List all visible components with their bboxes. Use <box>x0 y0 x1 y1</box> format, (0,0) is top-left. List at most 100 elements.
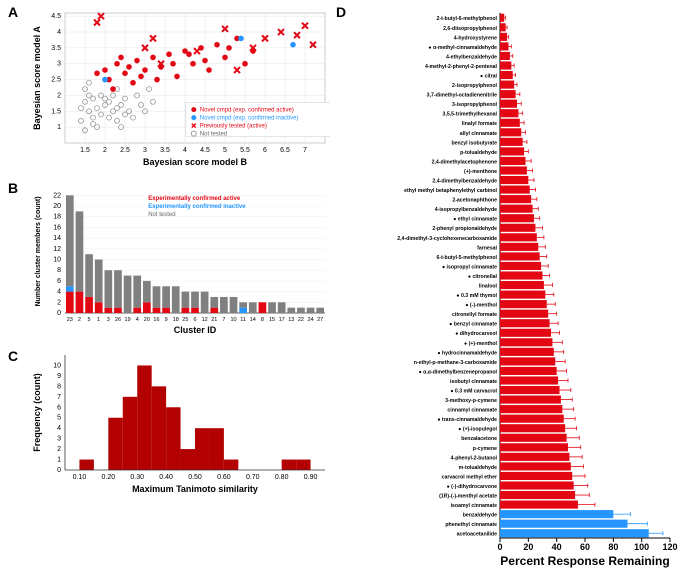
svg-text:p-cymene: p-cymene <box>473 446 497 452</box>
svg-text:Frequency (count): Frequency (count) <box>32 373 42 452</box>
svg-text:6: 6 <box>57 278 61 285</box>
svg-text:2-t-butyl-6-methylphenol: 2-t-butyl-6-methylphenol <box>436 16 497 22</box>
svg-text:9: 9 <box>57 373 61 380</box>
svg-text:6.5: 6.5 <box>280 147 290 154</box>
svg-text:0.10: 0.10 <box>73 474 87 481</box>
svg-text:benzalacetone: benzalacetone <box>461 436 497 442</box>
svg-text:2: 2 <box>57 299 61 306</box>
svg-text:Number cluster members (count): Number cluster members (count) <box>35 196 42 306</box>
svg-text:3-methoxy-p-cymene: 3-methoxy-p-cymene <box>445 398 497 404</box>
svg-text:● α-methyl-cinnamaldehyde: ● α-methyl-cinnamaldehyde <box>428 45 497 51</box>
svg-text:citronellyl formate: citronellyl formate <box>452 312 497 318</box>
svg-text:5: 5 <box>57 415 61 422</box>
svg-text:3.5: 3.5 <box>160 147 170 154</box>
svg-text:0.30: 0.30 <box>130 474 144 481</box>
svg-text:26: 26 <box>115 317 121 323</box>
svg-text:allyl cinnamate: allyl cinnamate <box>460 131 497 137</box>
svg-text:0.80: 0.80 <box>275 474 289 481</box>
svg-text:2: 2 <box>57 92 61 99</box>
svg-text:3,5,5-trimethylhexanal: 3,5,5-trimethylhexanal <box>443 112 498 118</box>
svg-text:0: 0 <box>57 467 61 474</box>
svg-text:24: 24 <box>307 317 313 323</box>
svg-text:3.5: 3.5 <box>51 45 61 52</box>
svg-text:5: 5 <box>223 147 227 154</box>
svg-text:0.60: 0.60 <box>217 474 231 481</box>
svg-text:acetoacetanilide: acetoacetanilide <box>457 532 497 538</box>
svg-text:0.70: 0.70 <box>246 474 260 481</box>
svg-text:4: 4 <box>57 289 61 296</box>
svg-text:8: 8 <box>261 317 264 323</box>
svg-text:40: 40 <box>552 542 562 552</box>
svg-text:Bayesian score model B: Bayesian score model B <box>143 157 248 167</box>
svg-text:1.5: 1.5 <box>80 147 90 154</box>
svg-text:6-t-butyl-5-methylphenol: 6-t-butyl-5-methylphenol <box>436 255 497 261</box>
svg-text:1.5: 1.5 <box>51 108 61 115</box>
svg-text:● trans-cinnamaldehyde: ● trans-cinnamaldehyde <box>437 417 497 423</box>
svg-text:carvacrol methyl ether: carvacrol methyl ether <box>442 474 497 480</box>
svg-text:0: 0 <box>497 542 502 552</box>
svg-text:60: 60 <box>580 542 590 552</box>
svg-text:Maximum Tanimoto similarity: Maximum Tanimoto similarity <box>132 484 258 494</box>
svg-text:● citral: ● citral <box>480 73 498 79</box>
svg-text:4.5: 4.5 <box>200 147 210 154</box>
stacked-bar-chart: 0246810121416182022232513261942016918256… <box>30 185 330 335</box>
svg-text:● α,α-dimethylbenzenepropanol: ● α,α-dimethylbenzenepropanol <box>419 369 498 375</box>
svg-text:18: 18 <box>173 317 179 323</box>
svg-text:linalyl formate: linalyl formate <box>462 121 497 127</box>
svg-text:100: 100 <box>634 542 649 552</box>
svg-text:● ethyl cinnamate: ● ethyl cinnamate <box>453 217 497 223</box>
svg-text:isoamyl cinnamate: isoamyl cinnamate <box>451 503 498 509</box>
svg-text:4-methyl-2-phenyl-2-pentenal: 4-methyl-2-phenyl-2-pentenal <box>425 64 498 70</box>
svg-text:Novel cmpd (exp. confirmed act: Novel cmpd (exp. confirmed active) <box>200 108 294 114</box>
svg-text:2,4-dimethylacetophenone: 2,4-dimethylacetophenone <box>432 159 498 165</box>
svg-text:10: 10 <box>53 362 61 369</box>
svg-text:6: 6 <box>263 147 267 154</box>
svg-text:2.5: 2.5 <box>120 147 130 154</box>
panel-c-label: C <box>8 348 18 364</box>
svg-text:● 0.3 mM thymol: ● 0.3 mM thymol <box>456 293 497 299</box>
svg-text:● citronellal: ● citronellal <box>468 274 498 280</box>
svg-text:Experimentally confirmed inact: Experimentally confirmed inactive <box>148 204 246 210</box>
svg-text:23: 23 <box>67 317 73 323</box>
svg-text:n-ethyl-p-methane-3-carboxamid: n-ethyl-p-methane-3-carboxamide <box>414 360 497 366</box>
svg-text:2-isopropylphenol: 2-isopropylphenol <box>452 83 498 89</box>
svg-text:0: 0 <box>57 310 61 317</box>
svg-text:2: 2 <box>103 147 107 154</box>
svg-text:● dihydrocarveol: ● dihydrocarveol <box>455 331 497 337</box>
svg-text:Bayesian score model A: Bayesian score model A <box>32 26 42 130</box>
svg-text:4-hydroxystyrene: 4-hydroxystyrene <box>454 35 497 41</box>
svg-text:3,7-dimethyl-octadienenitrile: 3,7-dimethyl-octadienenitrile <box>427 93 497 99</box>
svg-text:● (+)-menthol: ● (+)-menthol <box>464 341 498 347</box>
svg-text:m-tolualdehyde: m-tolualdehyde <box>459 465 497 471</box>
svg-text:7: 7 <box>303 147 307 154</box>
scatter-chart: 1.522.533.544.555.566.5711.522.533.544.5… <box>30 8 330 168</box>
svg-text:10: 10 <box>230 317 236 323</box>
svg-text:1: 1 <box>57 124 61 131</box>
svg-text:4: 4 <box>57 29 61 36</box>
svg-text:2: 2 <box>57 446 61 453</box>
svg-text:cinnamyl cinnamate: cinnamyl cinnamate <box>447 408 497 414</box>
svg-text:Cluster ID: Cluster ID <box>174 325 217 335</box>
svg-text:Experimentally confirmed activ: Experimentally confirmed active <box>148 196 241 202</box>
svg-text:21: 21 <box>211 317 217 323</box>
svg-text:12: 12 <box>53 246 61 253</box>
svg-text:22: 22 <box>53 192 61 199</box>
svg-text:6: 6 <box>57 404 61 411</box>
svg-text:isobutyl cinnamate: isobutyl cinnamate <box>450 379 497 385</box>
svg-text:4-isopropylbenzaldehyde: 4-isopropylbenzaldehyde <box>435 207 497 213</box>
svg-text:3: 3 <box>57 436 61 443</box>
svg-text:4: 4 <box>183 147 187 154</box>
svg-text:benzyl isobutyrate: benzyl isobutyrate <box>451 140 497 146</box>
svg-text:benzaldehyde: benzaldehyde <box>463 513 497 519</box>
svg-text:8: 8 <box>57 267 61 274</box>
svg-text:14: 14 <box>250 317 256 323</box>
svg-text:12: 12 <box>202 317 208 323</box>
svg-text:● (+)-isopulegol: ● (+)-isopulegol <box>458 427 497 433</box>
svg-text:4: 4 <box>136 317 139 323</box>
svg-text:p-tolualdehyde: p-tolualdehyde <box>460 150 497 156</box>
svg-text:2.5: 2.5 <box>51 77 61 84</box>
svg-text:2,4-dimethylbenzaldehyde: 2,4-dimethylbenzaldehyde <box>432 178 497 184</box>
svg-text:0.90: 0.90 <box>304 474 318 481</box>
svg-text:● isopropyl cinnamate: ● isopropyl cinnamate <box>442 264 497 270</box>
svg-text:Percent Response Remaining: Percent Response Remaining <box>500 554 669 568</box>
